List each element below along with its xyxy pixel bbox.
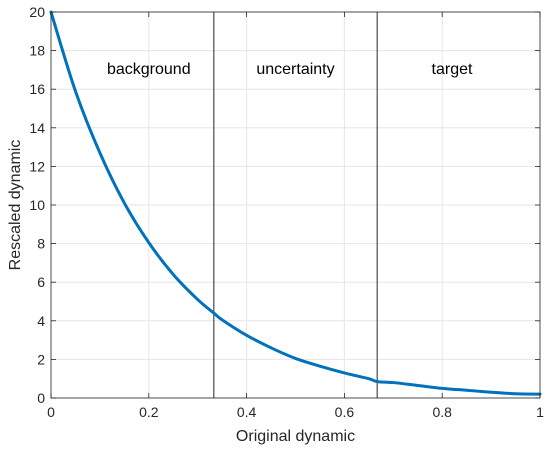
y-tick-label-9: 18 <box>29 43 45 59</box>
y-tick-label-6: 12 <box>29 158 45 174</box>
y-tick-label-1: 2 <box>37 351 45 367</box>
y-tick-label-2: 4 <box>37 313 45 329</box>
y-tick-label-4: 8 <box>37 236 45 252</box>
y-tick-label-3: 6 <box>37 274 45 290</box>
region-labels: background uncertainty target <box>107 61 473 78</box>
region-dividers <box>213 12 378 398</box>
y-tick-label-8: 16 <box>29 81 45 97</box>
x-tick-label-4: 0.8 <box>432 404 452 420</box>
y-tick-label-10: 20 <box>29 4 45 20</box>
y-tick-label-5: 10 <box>29 197 45 213</box>
y-tick-label-0: 0 <box>37 390 45 406</box>
y-axis-title: Rescaled dynamic <box>7 140 24 271</box>
x-tick-label-3: 0.6 <box>335 404 355 420</box>
region-label-0: background <box>107 61 191 78</box>
region-label-1: uncertainty <box>256 61 334 78</box>
x-axis-title: Original dynamic <box>236 428 355 445</box>
grid <box>50 11 541 399</box>
x-tick-label-2: 0.4 <box>237 404 257 420</box>
x-tick-label-0: 0 <box>47 404 55 420</box>
region-label-2: target <box>432 61 473 78</box>
y-tick-label-7: 14 <box>29 120 45 136</box>
series-layer <box>49 10 542 396</box>
x-tick-label-1: 0.2 <box>139 404 159 420</box>
x-tick-label-5: 1 <box>536 404 544 420</box>
series-line-0 <box>49 10 542 396</box>
